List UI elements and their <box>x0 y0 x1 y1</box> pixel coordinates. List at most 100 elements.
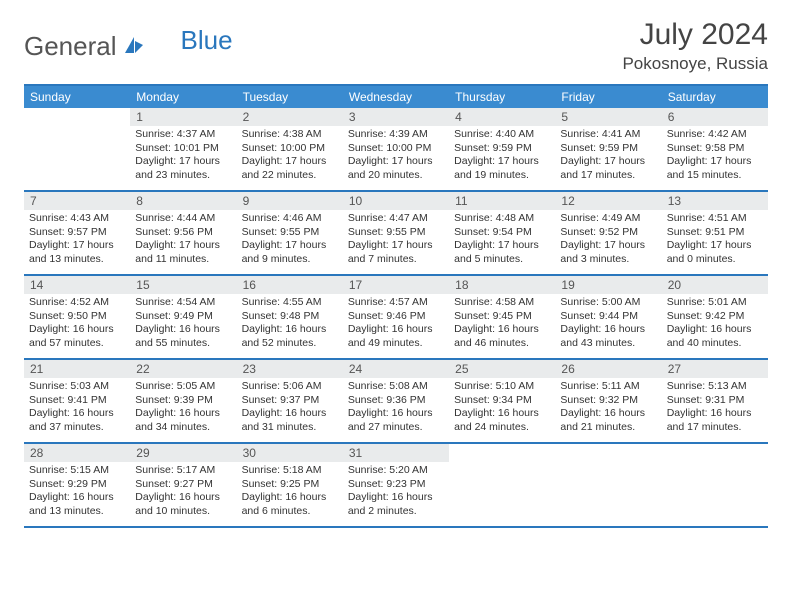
week-row: 7Sunrise: 4:43 AMSunset: 9:57 PMDaylight… <box>24 192 768 276</box>
daynum: 20 <box>662 276 768 294</box>
day-cell: 5Sunrise: 4:41 AMSunset: 9:59 PMDaylight… <box>555 108 661 190</box>
daylight-line1: Daylight: 17 hours <box>667 239 763 253</box>
daylight-line1: Daylight: 17 hours <box>242 155 338 169</box>
day-data: Sunrise: 4:46 AMSunset: 9:55 PMDaylight:… <box>237 210 343 271</box>
daylight-line2: and 13 minutes. <box>29 505 125 519</box>
header: General Blue July 2024 Pokosnoye, Russia <box>24 18 768 74</box>
day-cell: 31Sunrise: 5:20 AMSunset: 9:23 PMDayligh… <box>343 444 449 526</box>
day-cell: 12Sunrise: 4:49 AMSunset: 9:52 PMDayligh… <box>555 192 661 274</box>
sunrise: Sunrise: 4:55 AM <box>242 296 338 310</box>
sunrise: Sunrise: 5:05 AM <box>135 380 231 394</box>
sunset: Sunset: 9:59 PM <box>560 142 656 156</box>
day-cell: 6Sunrise: 4:42 AMSunset: 9:58 PMDaylight… <box>662 108 768 190</box>
daylight-line1: Daylight: 16 hours <box>135 491 231 505</box>
daylight-line1: Daylight: 16 hours <box>242 491 338 505</box>
sunrise: Sunrise: 4:49 AM <box>560 212 656 226</box>
sunrise: Sunrise: 5:01 AM <box>667 296 763 310</box>
sunrise: Sunrise: 4:40 AM <box>454 128 550 142</box>
day-data: Sunrise: 5:03 AMSunset: 9:41 PMDaylight:… <box>24 378 130 439</box>
daylight-line2: and 5 minutes. <box>454 253 550 267</box>
logo-text-blue: Blue <box>181 25 233 56</box>
sunrise: Sunrise: 5:20 AM <box>348 464 444 478</box>
daylight-line2: and 52 minutes. <box>242 337 338 351</box>
daynum: 8 <box>130 192 236 210</box>
daylight-line1: Daylight: 16 hours <box>29 407 125 421</box>
day-cell: 3Sunrise: 4:39 AMSunset: 10:00 PMDayligh… <box>343 108 449 190</box>
daylight-line2: and 11 minutes. <box>135 253 231 267</box>
daylight-line2: and 0 minutes. <box>667 253 763 267</box>
day-cell: 23Sunrise: 5:06 AMSunset: 9:37 PMDayligh… <box>237 360 343 442</box>
day-data: Sunrise: 5:15 AMSunset: 9:29 PMDaylight:… <box>24 462 130 523</box>
day-cell-blank <box>24 108 130 190</box>
sunset: Sunset: 9:39 PM <box>135 394 231 408</box>
daylight-line1: Daylight: 16 hours <box>135 323 231 337</box>
day-data: Sunrise: 4:52 AMSunset: 9:50 PMDaylight:… <box>24 294 130 355</box>
day-cell: 10Sunrise: 4:47 AMSunset: 9:55 PMDayligh… <box>343 192 449 274</box>
daylight-line1: Daylight: 16 hours <box>454 323 550 337</box>
day-data: Sunrise: 5:10 AMSunset: 9:34 PMDaylight:… <box>449 378 555 439</box>
daynum: 25 <box>449 360 555 378</box>
week-row: 14Sunrise: 4:52 AMSunset: 9:50 PMDayligh… <box>24 276 768 360</box>
sunset: Sunset: 9:56 PM <box>135 226 231 240</box>
sunset: Sunset: 9:31 PM <box>667 394 763 408</box>
daylight-line1: Daylight: 16 hours <box>348 491 444 505</box>
day-cell: 15Sunrise: 4:54 AMSunset: 9:49 PMDayligh… <box>130 276 236 358</box>
daylight-line1: Daylight: 16 hours <box>348 323 444 337</box>
sunset: Sunset: 10:00 PM <box>242 142 338 156</box>
day-cell: 14Sunrise: 4:52 AMSunset: 9:50 PMDayligh… <box>24 276 130 358</box>
daynum: 17 <box>343 276 449 294</box>
day-data: Sunrise: 4:44 AMSunset: 9:56 PMDaylight:… <box>130 210 236 271</box>
sunrise: Sunrise: 4:58 AM <box>454 296 550 310</box>
sunrise: Sunrise: 4:52 AM <box>29 296 125 310</box>
daynum: 11 <box>449 192 555 210</box>
daylight-line1: Daylight: 16 hours <box>454 407 550 421</box>
daylight-line1: Daylight: 16 hours <box>29 323 125 337</box>
daylight-line2: and 9 minutes. <box>242 253 338 267</box>
day-data: Sunrise: 5:01 AMSunset: 9:42 PMDaylight:… <box>662 294 768 355</box>
sunrise: Sunrise: 5:06 AM <box>242 380 338 394</box>
day-data: Sunrise: 4:37 AMSunset: 10:01 PMDaylight… <box>130 126 236 187</box>
sunset: Sunset: 9:51 PM <box>667 226 763 240</box>
logo-text-general: General <box>24 31 117 62</box>
dow-friday: Friday <box>555 86 661 108</box>
daylight-line2: and 15 minutes. <box>667 169 763 183</box>
day-cell: 7Sunrise: 4:43 AMSunset: 9:57 PMDaylight… <box>24 192 130 274</box>
daylight-line2: and 27 minutes. <box>348 421 444 435</box>
daylight-line2: and 20 minutes. <box>348 169 444 183</box>
day-data: Sunrise: 5:05 AMSunset: 9:39 PMDaylight:… <box>130 378 236 439</box>
sunset: Sunset: 9:52 PM <box>560 226 656 240</box>
day-cell-blank <box>555 444 661 526</box>
daynum: 12 <box>555 192 661 210</box>
daylight-line1: Daylight: 17 hours <box>135 155 231 169</box>
day-data: Sunrise: 4:54 AMSunset: 9:49 PMDaylight:… <box>130 294 236 355</box>
day-cell: 1Sunrise: 4:37 AMSunset: 10:01 PMDayligh… <box>130 108 236 190</box>
sunset: Sunset: 9:59 PM <box>454 142 550 156</box>
day-cell: 4Sunrise: 4:40 AMSunset: 9:59 PMDaylight… <box>449 108 555 190</box>
daylight-line2: and 24 minutes. <box>454 421 550 435</box>
sunset: Sunset: 9:29 PM <box>29 478 125 492</box>
day-cell: 19Sunrise: 5:00 AMSunset: 9:44 PMDayligh… <box>555 276 661 358</box>
sunrise: Sunrise: 4:44 AM <box>135 212 231 226</box>
daynum-blank <box>662 444 768 462</box>
day-data: Sunrise: 5:06 AMSunset: 9:37 PMDaylight:… <box>237 378 343 439</box>
day-data: Sunrise: 4:49 AMSunset: 9:52 PMDaylight:… <box>555 210 661 271</box>
title-block: July 2024 Pokosnoye, Russia <box>622 18 768 74</box>
daynum: 16 <box>237 276 343 294</box>
day-data: Sunrise: 4:38 AMSunset: 10:00 PMDaylight… <box>237 126 343 187</box>
daylight-line1: Daylight: 16 hours <box>667 407 763 421</box>
logo: General Blue <box>24 31 233 62</box>
sunset: Sunset: 9:58 PM <box>667 142 763 156</box>
sunset: Sunset: 9:55 PM <box>242 226 338 240</box>
daylight-line2: and 10 minutes. <box>135 505 231 519</box>
sunrise: Sunrise: 5:18 AM <box>242 464 338 478</box>
sunrise: Sunrise: 5:13 AM <box>667 380 763 394</box>
dow-row: Sunday Monday Tuesday Wednesday Thursday… <box>24 86 768 108</box>
daylight-line1: Daylight: 17 hours <box>348 155 444 169</box>
week-row: 1Sunrise: 4:37 AMSunset: 10:01 PMDayligh… <box>24 108 768 192</box>
day-data: Sunrise: 4:40 AMSunset: 9:59 PMDaylight:… <box>449 126 555 187</box>
sunset: Sunset: 9:34 PM <box>454 394 550 408</box>
day-cell: 30Sunrise: 5:18 AMSunset: 9:25 PMDayligh… <box>237 444 343 526</box>
daylight-line2: and 37 minutes. <box>29 421 125 435</box>
daynum: 26 <box>555 360 661 378</box>
daylight-line1: Daylight: 17 hours <box>560 155 656 169</box>
